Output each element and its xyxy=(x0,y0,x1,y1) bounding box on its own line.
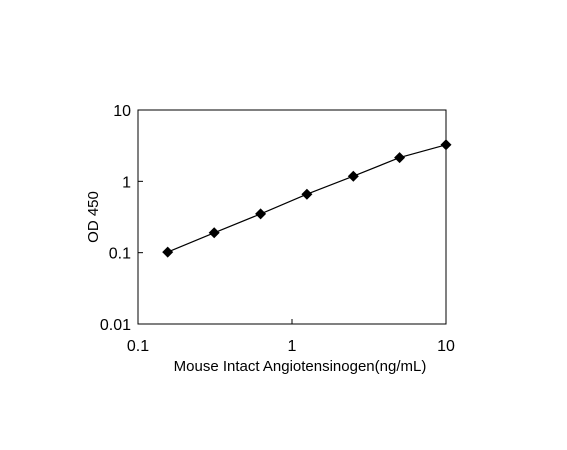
data-point xyxy=(301,188,313,200)
data-point xyxy=(162,246,174,258)
series-points xyxy=(162,139,452,258)
data-point xyxy=(347,170,359,182)
x-tick-label: 10 xyxy=(437,338,455,355)
plot-area xyxy=(137,109,447,325)
y-tick-label: 0.1 xyxy=(109,246,131,263)
y-axis-title: OD 450 xyxy=(85,191,102,243)
y-tick-label: 0.01 xyxy=(100,317,131,334)
data-point xyxy=(208,227,220,239)
x-axis-ticks: 0.1 1 10 xyxy=(127,319,455,355)
y-tick-label: 10 xyxy=(113,103,131,120)
data-point xyxy=(440,139,452,151)
x-tick-label: 1 xyxy=(288,338,297,355)
y-axis-ticks: 0.01 0.1 1 10 xyxy=(100,103,143,334)
x-axis-title: Mouse Intact Angiotensinogen(ng/mL) xyxy=(174,358,427,375)
data-point xyxy=(255,208,267,220)
data-point xyxy=(394,152,406,164)
y-tick-label: 1 xyxy=(122,174,131,191)
x-tick-label: 0.1 xyxy=(127,338,149,355)
